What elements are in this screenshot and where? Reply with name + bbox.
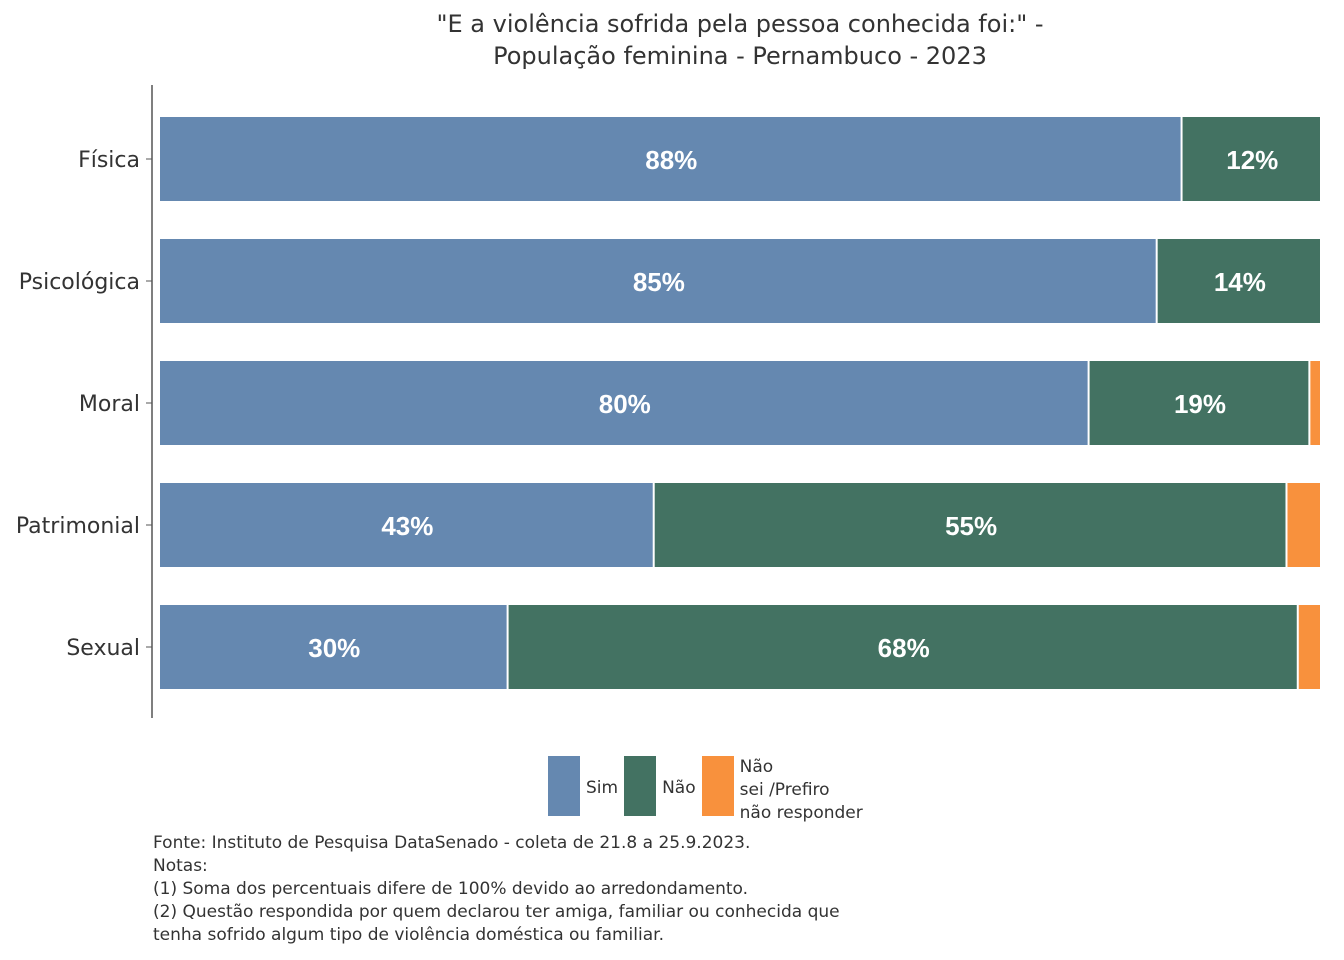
data-label: 55% [945,511,997,541]
title-line-1: "E a violência sofrida pela pessoa conhe… [436,10,1044,38]
data-label: 85% [633,267,685,297]
note-line: Fonte: Instituto de Pesquisa DataSenado … [153,833,751,853]
bar-segment [1157,239,1320,323]
category-label: Psicológica [19,270,140,295]
legend-swatch-sim [548,756,580,816]
legend-item-nao-sei: Não sei /Prefiro não responder [701,756,870,825]
note-line: tenha sofrido algum tipo de violência do… [153,925,664,945]
legend-label-nao: Não [662,778,696,798]
category-label: Física [78,148,140,173]
bar-segment [160,605,507,689]
legend-item-sim: Sim [548,756,618,816]
data-label: 30% [308,633,360,663]
note-line: (2) Questão respondida por quem declarou… [153,902,840,922]
legend-label-nao-sei: Não sei /Prefiro não responder [740,756,870,825]
legend-item-nao: Não [624,756,696,816]
data-label: 12% [1226,145,1278,175]
bar-segment [1089,361,1309,445]
category-label: Patrimonial [16,514,140,539]
source-notes: Fonte: Instituto de Pesquisa DataSenado … [153,832,840,947]
data-label: 80% [599,389,651,419]
data-label: 19% [1174,389,1226,419]
title-line-2: População feminina - Pernambuco - 2023 [493,42,987,70]
bar-segment [160,117,1181,201]
legend-line: sei /Prefiro [739,780,830,800]
bar-segment [160,239,1156,323]
bar-segment [160,361,1088,445]
bar-chart: Física 88% 12% Psicológica 85% 14% Moral 80% 19%… [16,85,1320,718]
category-label: Moral [79,392,140,417]
chart-title: "E a violência sofrida pela pessoa conhe… [140,8,1340,72]
note-line: (1) Soma dos percentuais difere de 100% … [153,879,749,899]
data-label: 88% [645,145,697,175]
legend: Sim Não Não sei /Prefiro não responder [548,756,876,825]
bar-segment [1310,361,1320,445]
data-label: 43% [381,511,433,541]
legend-label-sim: Sim [586,778,619,798]
bar-segment [1182,117,1320,201]
legend-swatch-nao [624,756,657,816]
legend-line: não responder [739,803,863,823]
bar-segment [1287,483,1320,567]
data-label: 68% [878,633,930,663]
legend-swatch-nao-sei [701,756,734,816]
category-label: Sexual [66,636,140,661]
bar-segment [654,483,1286,567]
data-label: 14% [1214,267,1266,297]
bar-segment [1298,605,1320,689]
note-line: Notas: [153,856,208,876]
legend-line: Não [739,757,774,777]
bar-segment [160,483,653,567]
bar-segment [508,605,1297,689]
